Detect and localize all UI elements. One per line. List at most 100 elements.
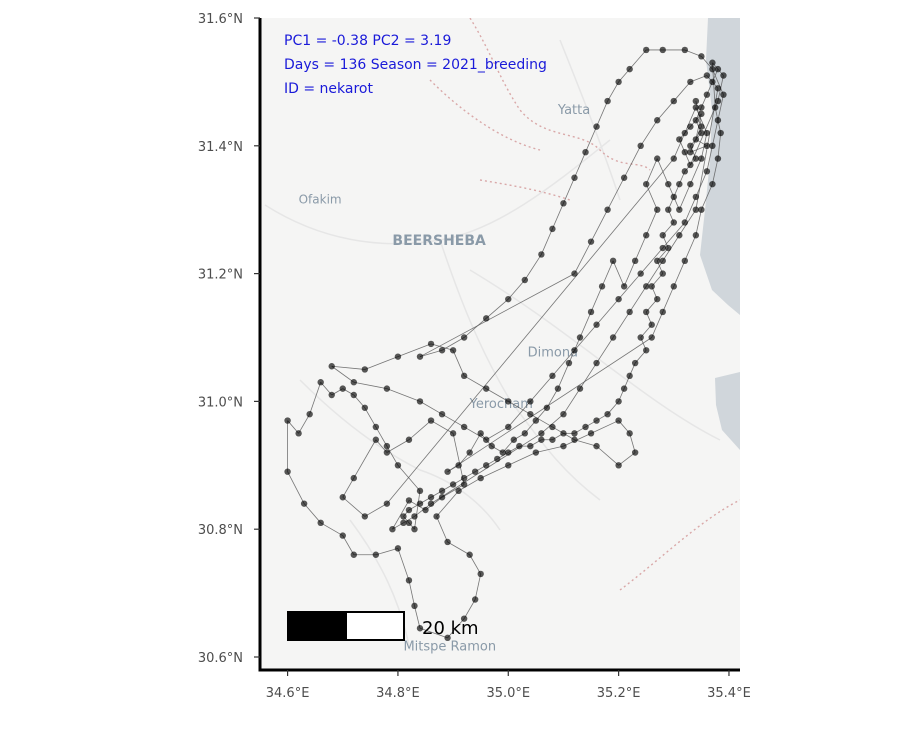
track-point: [698, 104, 705, 111]
track-point: [659, 46, 666, 54]
y-tick-label: 30.6°N: [198, 651, 243, 666]
land-background: [260, 18, 740, 670]
y-axis-ticks: 30.6°N 30.8°N 31.0°N 31.2°N 31.4°N 31.6°N: [198, 12, 260, 666]
track-segment: [712, 120, 719, 146]
track-segment: [452, 350, 465, 376]
track-point: [317, 379, 324, 386]
track-point: [670, 283, 677, 290]
track-segment: [601, 260, 614, 287]
track-segment: [574, 241, 592, 274]
track-segment: [678, 183, 691, 210]
track-segment: [486, 388, 509, 402]
track-segment: [695, 171, 708, 198]
track-point: [676, 180, 683, 188]
track-segment: [656, 158, 669, 185]
track-point: [383, 500, 391, 507]
track-segment: [684, 196, 697, 223]
track-point: [532, 449, 540, 456]
track-segment: [651, 311, 664, 338]
track-point: [626, 308, 633, 316]
track-segment: [287, 471, 305, 504]
track-point: [698, 155, 705, 162]
track-point: [615, 295, 622, 303]
track-segment: [375, 426, 388, 447]
track-segment: [408, 420, 432, 441]
track-point: [477, 474, 484, 482]
track-point: [350, 551, 357, 558]
track-point: [676, 232, 683, 239]
track-point: [438, 487, 446, 495]
track-point: [643, 46, 650, 54]
track-segment: [618, 452, 636, 466]
track-point: [643, 308, 650, 316]
place-label-yatta: Yatta: [557, 103, 590, 118]
track-point: [703, 129, 711, 137]
y-tick-label: 31.2°N: [198, 268, 243, 283]
track-point: [405, 577, 413, 584]
track-point: [339, 494, 346, 501]
track-point: [427, 500, 435, 507]
track-point: [593, 359, 600, 367]
track-point: [560, 442, 567, 450]
track-point: [659, 257, 666, 265]
track-point: [698, 110, 705, 118]
track-segment: [419, 273, 575, 358]
track-segment: [712, 158, 719, 185]
track-segment: [524, 254, 542, 281]
track-segment: [552, 350, 575, 377]
track-point: [631, 449, 639, 456]
track-segment: [673, 260, 686, 287]
track-segment: [596, 100, 608, 127]
track-point: [405, 436, 413, 443]
track-segment: [447, 337, 652, 473]
track-point: [527, 442, 534, 450]
track-point: [422, 506, 429, 514]
track-point: [416, 487, 424, 495]
track-segment: [486, 426, 509, 441]
track-point: [433, 513, 440, 520]
track-segment: [419, 349, 443, 358]
track-segment: [673, 81, 691, 102]
track-point: [654, 295, 661, 303]
track-point: [648, 321, 655, 328]
track-segment: [717, 94, 724, 121]
track-point: [692, 117, 700, 124]
track-point: [654, 257, 661, 265]
track-point: [477, 570, 484, 578]
track-segment: [629, 49, 647, 70]
track-point: [587, 430, 595, 437]
track-segment: [590, 286, 603, 313]
track-segment: [507, 279, 526, 300]
track-segment: [623, 260, 636, 287]
track-point: [709, 78, 716, 86]
track-point: [549, 225, 556, 233]
track-point: [571, 430, 578, 437]
track-point: [703, 72, 711, 79]
track-point: [648, 334, 655, 341]
track-point: [449, 347, 457, 354]
track-segment: [579, 311, 592, 338]
x-tick-label: 35.2°E: [597, 686, 641, 701]
place-label-ofakim: Ofakim: [299, 192, 342, 206]
track-point: [615, 398, 622, 405]
track-segment: [612, 311, 630, 338]
track-point: [438, 494, 446, 501]
place-label-dimona: Dimona: [528, 346, 578, 361]
track-point: [295, 430, 302, 437]
track-segment: [408, 580, 415, 606]
track-point: [460, 423, 468, 431]
place-label-mitspe-ramon: Mitspe Ramon: [403, 640, 496, 655]
track-point: [350, 391, 357, 399]
track-segment: [640, 120, 658, 147]
track-point: [604, 206, 611, 213]
track-point: [692, 136, 700, 143]
track-point: [361, 513, 369, 520]
track-point: [709, 142, 716, 149]
track-segment: [364, 503, 388, 517]
track-point: [554, 385, 562, 392]
track-point: [416, 625, 424, 632]
track-points: [284, 46, 727, 642]
track-point: [483, 436, 490, 443]
track-point: [637, 270, 644, 277]
